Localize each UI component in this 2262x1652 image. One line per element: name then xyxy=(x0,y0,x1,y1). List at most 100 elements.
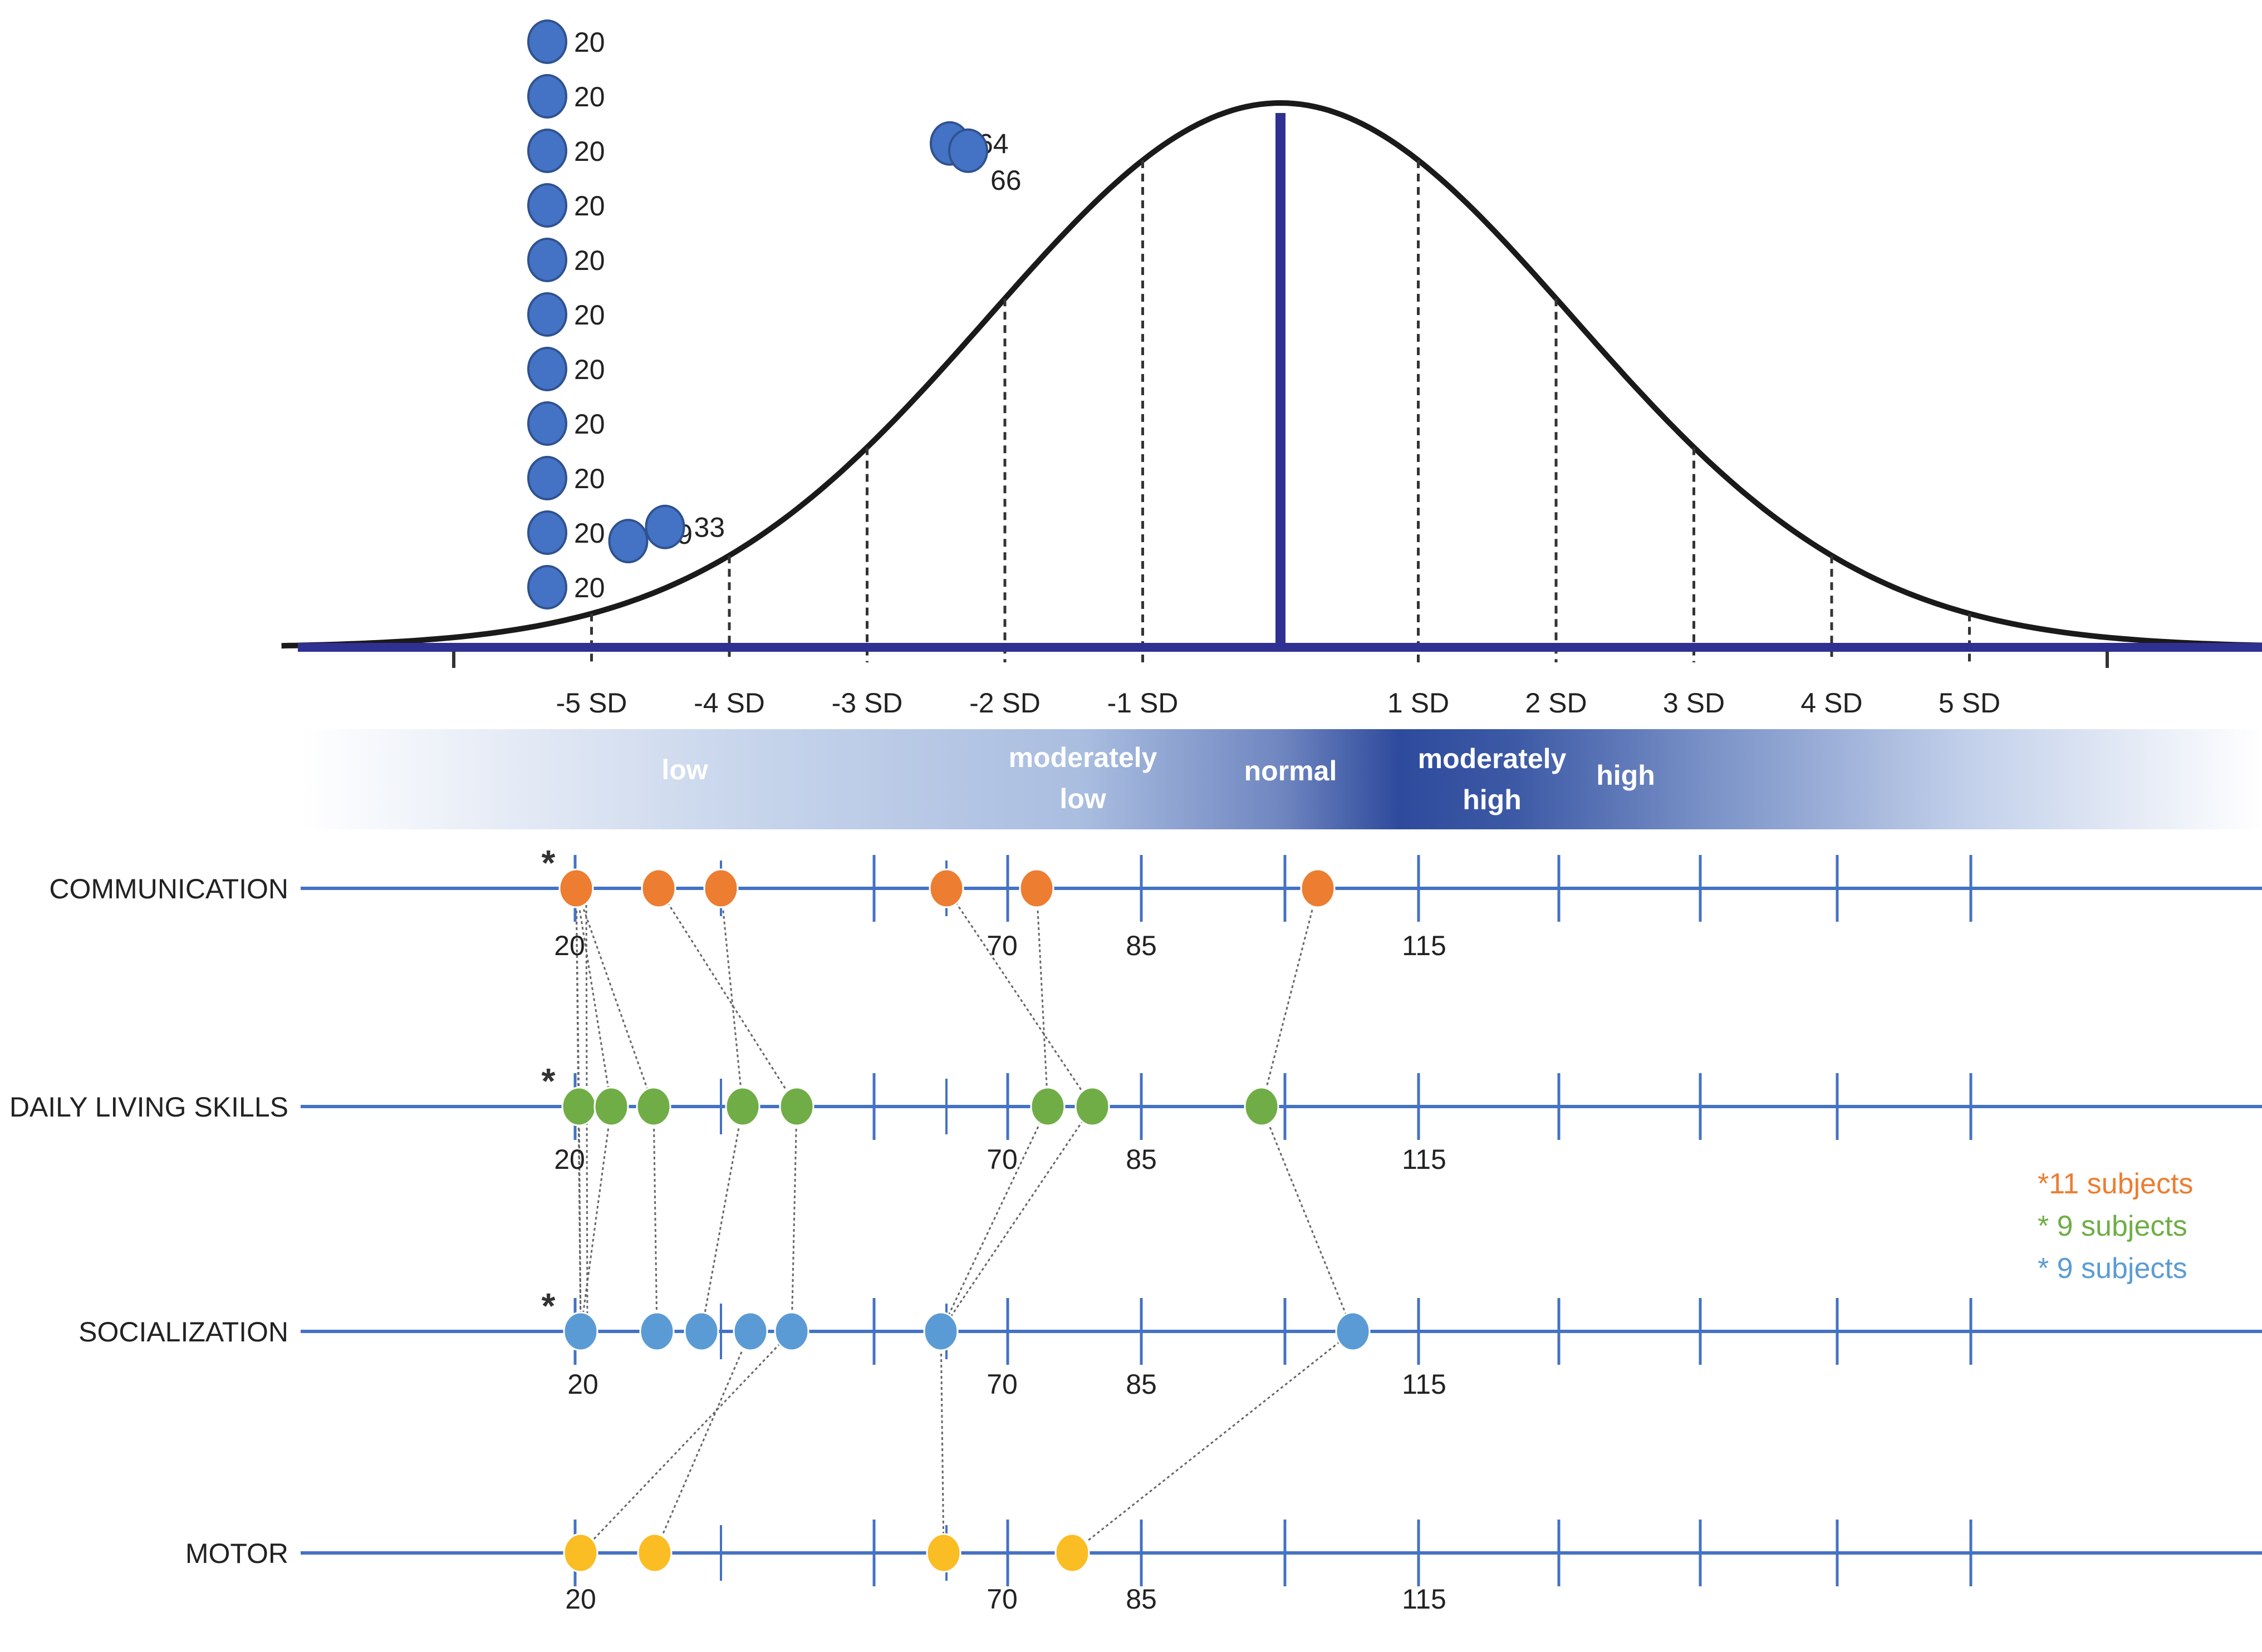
domain-score-point xyxy=(636,1086,671,1127)
subject-point xyxy=(608,519,649,564)
subject-point-label: 20 xyxy=(574,518,605,549)
domain-score-point xyxy=(725,1086,760,1127)
band-label: low xyxy=(661,754,708,785)
subject-connector xyxy=(575,888,655,1107)
domain-score-point xyxy=(1074,1086,1110,1127)
sd-label: 1 SD xyxy=(1387,687,1449,719)
sd-label: 3 SD xyxy=(1663,687,1725,719)
domain-score-point xyxy=(593,1086,629,1127)
subject-connector xyxy=(654,1331,752,1553)
asterisk-marker: * xyxy=(542,1286,556,1326)
subject-connector xyxy=(700,1106,744,1332)
subject-connector xyxy=(1260,1106,1354,1332)
subject-connector xyxy=(940,1106,1049,1332)
subject-point xyxy=(527,238,567,282)
domain-score-point xyxy=(703,868,739,908)
subject-point xyxy=(527,347,567,391)
domain-row-tick-label: 20 xyxy=(554,1144,585,1175)
domain-row-label: MOTOR xyxy=(185,1538,288,1569)
subject-connector xyxy=(652,1106,658,1332)
domain-score-point xyxy=(563,1311,598,1351)
domain-score-point xyxy=(563,1533,598,1573)
domain-row-tick-label: 70 xyxy=(987,930,1018,961)
legend-item: * 9 subjects xyxy=(2038,1210,2187,1242)
legend-item: * 9 subjects xyxy=(2038,1252,2187,1285)
bell-curve-chart: -5 SD -4 SD -3 SD -2 SD -1 SD 1 SD 2 SD 3 SD 4 S… xyxy=(281,19,2262,719)
band-label: normal xyxy=(1244,755,1337,786)
domain-row-label: COMMUNICATION xyxy=(49,873,288,904)
domain-score-point xyxy=(558,868,594,908)
domain-row-tick-label: 70 xyxy=(987,1369,1018,1400)
domain-score-point xyxy=(641,868,676,908)
subject-connector xyxy=(720,888,744,1107)
subject-connector xyxy=(585,888,588,1332)
subject-connector xyxy=(575,888,582,1332)
subject-point-label: 20 xyxy=(574,299,605,331)
subject-point-label: 20 xyxy=(574,245,605,276)
subject-connector xyxy=(657,888,798,1107)
subject-point-label: 20 xyxy=(574,81,605,112)
subject-connector xyxy=(580,1106,612,1332)
subject-point xyxy=(527,19,567,64)
domain-row-tick-label: 115 xyxy=(1402,1369,1446,1400)
domain-score-point xyxy=(1244,1086,1279,1127)
sd-labels: -5 SD -4 SD -3 SD -2 SD -1 SD 1 SD 2 SD 3 SD 4 S… xyxy=(556,687,2000,719)
legend: *11 subjects * 9 subjects * 9 subjects xyxy=(2038,1168,2193,1285)
category-band-bar xyxy=(301,729,2262,829)
domain-score-point xyxy=(684,1311,719,1351)
domain-row-tick-label: 70 xyxy=(987,1144,1018,1175)
domain-row: DAILY LIVING SKILLS 20 70 85 115 * xyxy=(9,1061,2262,1175)
subject-connectors xyxy=(575,888,1354,1554)
domain-row-tick-label: 20 xyxy=(567,1369,598,1400)
subject-point xyxy=(645,504,685,549)
subject-point-label: 20 xyxy=(574,27,605,58)
sd-label: 5 SD xyxy=(1939,687,2000,719)
sd-label: 2 SD xyxy=(1525,687,1587,719)
subject-connector xyxy=(575,888,612,1107)
subject-point xyxy=(527,74,567,119)
domain-score-point xyxy=(637,1533,673,1573)
domain-row-tick-label: 115 xyxy=(1402,930,1446,961)
band-label: moderately low xyxy=(1009,742,1157,814)
subject-point-label: 33 xyxy=(694,512,725,543)
domain-row: SOCIALIZATION 20 70 85 115 * xyxy=(78,1286,2262,1400)
subject-connector xyxy=(1260,888,1319,1107)
domain-row: MOTOR 20 70 85 115 xyxy=(185,1520,2262,1615)
subject-point xyxy=(527,565,567,609)
subject-point xyxy=(527,292,567,337)
sd-label: -1 SD xyxy=(1107,687,1179,719)
subject-point xyxy=(527,456,567,500)
sd-label: -4 SD xyxy=(694,687,765,719)
domain-score-point xyxy=(779,1086,814,1127)
domain-row-tick-label: 85 xyxy=(1126,1584,1157,1615)
domain-row-tick-label: 20 xyxy=(565,1584,596,1615)
category-band: low moderately low normal moderately high high xyxy=(301,729,2262,829)
sd-label: 4 SD xyxy=(1800,687,1862,719)
sd-label: -2 SD xyxy=(969,687,1041,719)
band-label: moderately high xyxy=(1418,743,1567,815)
subject-point xyxy=(948,128,988,173)
domain-row-tick-label: 85 xyxy=(1126,930,1157,961)
domain-score-point xyxy=(926,1533,961,1573)
subject-connector xyxy=(945,888,1093,1107)
asterisk-marker: * xyxy=(542,1061,556,1101)
subject-connector xyxy=(940,1331,945,1553)
domain-score-point xyxy=(733,1311,768,1351)
domain-score-point xyxy=(1019,868,1054,908)
domain-score-point xyxy=(1030,1086,1066,1127)
subject-point xyxy=(527,510,567,555)
subject-connector xyxy=(940,1106,1093,1332)
subject-points: 20202020202020202020202933646697 xyxy=(527,19,1022,609)
domain-row-tick-label: 115 xyxy=(1402,1144,1446,1175)
subject-connector xyxy=(580,1330,793,1554)
domain-row-label: SOCIALIZATION xyxy=(78,1316,288,1348)
axis-ticks xyxy=(452,651,2109,668)
domain-row-tick-label: 85 xyxy=(1126,1144,1157,1175)
sd-label: -3 SD xyxy=(832,687,903,719)
band-labels: low moderately low normal moderately high high xyxy=(661,742,1655,815)
subject-point xyxy=(527,129,567,173)
domain-score-point xyxy=(774,1311,809,1351)
domain-score-point xyxy=(929,868,964,908)
domain-row-tick-label: 70 xyxy=(987,1584,1018,1615)
